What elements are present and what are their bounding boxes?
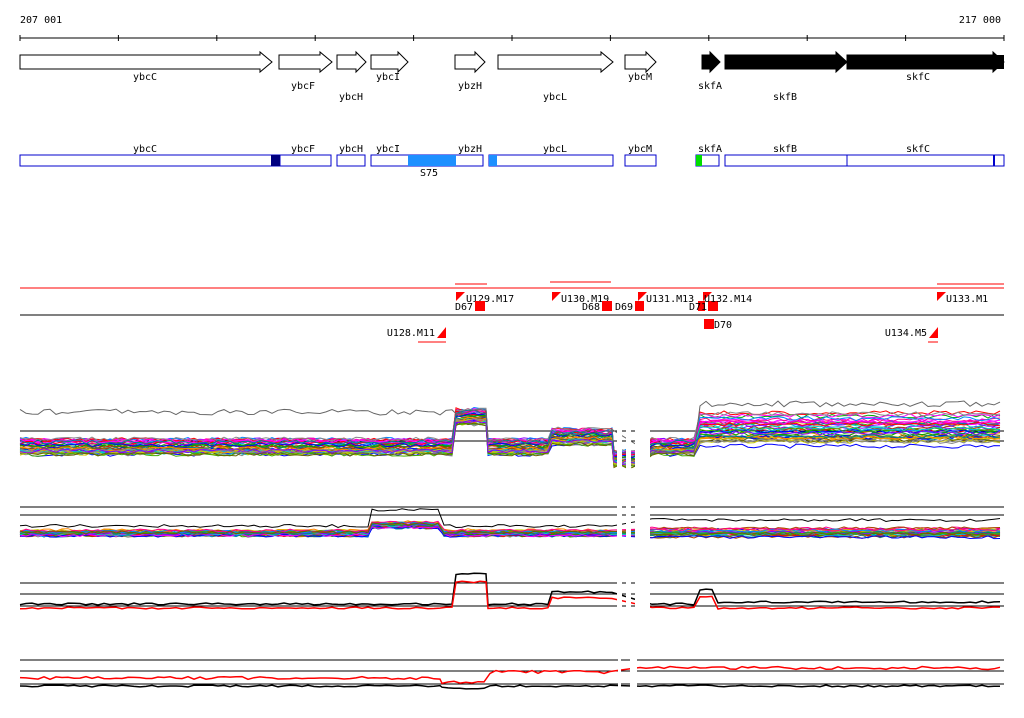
annotation-label-ybzH: ybzH bbox=[458, 144, 482, 155]
feature-label-D70: D70 bbox=[714, 320, 732, 331]
gene-label-ybcM: ybcM bbox=[628, 72, 652, 83]
gene-arrow-ybcL[interactable] bbox=[497, 50, 614, 74]
gene-label-ybcL: ybcL bbox=[543, 92, 567, 103]
annotation-label-ybcM: ybcM bbox=[628, 144, 652, 155]
feature-D69[interactable]: D69 bbox=[615, 301, 644, 313]
feature-U132-M14[interactable]: U132.M14 bbox=[703, 292, 752, 311]
ruler-ticks bbox=[19, 35, 1005, 41]
feature-D70[interactable]: D70 bbox=[704, 319, 732, 331]
gene-arrow-ybcI[interactable] bbox=[370, 50, 409, 74]
green-block bbox=[696, 155, 702, 166]
annotation-label-ybcI: ybcI bbox=[376, 144, 400, 155]
feature-label-D69: D69 bbox=[615, 302, 633, 313]
gene-label-skfB: skfB bbox=[773, 92, 797, 103]
feature-U128-M11[interactable]: U128.M11 bbox=[387, 327, 446, 339]
feature-U133-M1[interactable]: U133.M1 bbox=[937, 292, 988, 305]
gene-arrow-ybcH[interactable] bbox=[336, 50, 367, 74]
feature-label-U130-M19: U130.M19 bbox=[561, 294, 609, 305]
gene-label-ybcF: ybcF bbox=[291, 81, 315, 92]
feature-label-U129-M17: U129.M17 bbox=[466, 294, 514, 305]
feature-label-U134-M5: U134.M5 bbox=[885, 328, 927, 339]
feature-U134-M5[interactable]: U134.M5 bbox=[885, 327, 938, 339]
light-blue-block bbox=[489, 155, 497, 166]
annotation-box-ybcC[interactable] bbox=[19, 154, 332, 167]
annotation-label-ybcF: ybcF bbox=[291, 144, 315, 155]
signal-track-2 bbox=[19, 506, 1004, 540]
feature-label-U133-M1: U133.M1 bbox=[946, 294, 988, 305]
annotation-label-skfB: skfB bbox=[773, 144, 797, 155]
segment-block-s75[interactable] bbox=[408, 155, 456, 166]
gene-arrow-ybcF[interactable] bbox=[278, 50, 333, 74]
feature-label-U128-M11: U128.M11 bbox=[387, 328, 435, 339]
feature-label-D71: D71 bbox=[689, 302, 707, 313]
signal-track-4 bbox=[19, 659, 1004, 690]
annotation-label-skfA: skfA bbox=[698, 144, 722, 155]
annotation-label-ybcH: ybcH bbox=[339, 144, 363, 155]
gene-label-ybzH: ybzH bbox=[458, 81, 482, 92]
ruler-end-label: 217 000 bbox=[959, 15, 1001, 26]
gene-label-ybcH: ybcH bbox=[339, 92, 363, 103]
gene-track: ybcC ybcF ybcH ybcI ybzH ybcL ybcM skfA … bbox=[19, 50, 1005, 103]
annotation-label-ybcL: ybcL bbox=[543, 144, 567, 155]
gene-label-ybcC: ybcC bbox=[133, 72, 157, 83]
feature-track: U128.M11 U129.M17 D67 U130.M19 D68 D69 U… bbox=[20, 281, 1004, 343]
gene-arrow-skfA[interactable] bbox=[701, 50, 721, 74]
dark-blue-block bbox=[271, 155, 280, 166]
feature-D67[interactable]: D67 bbox=[455, 301, 485, 313]
annotation-label-ybcC: ybcC bbox=[133, 144, 157, 155]
annotation-box-ybcM[interactable] bbox=[624, 154, 657, 167]
gene-label-ybcI: ybcI bbox=[376, 72, 400, 83]
annotation-box-skfB-skfC[interactable] bbox=[724, 154, 1005, 167]
feature-label-U132-M14: U132.M14 bbox=[704, 294, 752, 305]
gene-arrow-ybcM[interactable] bbox=[624, 50, 657, 74]
feature-U131-M13[interactable]: U131.M13 bbox=[638, 292, 694, 305]
gene-label-skfC: skfC bbox=[906, 72, 930, 83]
signal-track-1 bbox=[19, 400, 1004, 469]
annotation-box-ybcL[interactable] bbox=[488, 154, 614, 167]
gene-label-skfA: skfA bbox=[698, 81, 722, 92]
gene-arrow-skfC[interactable] bbox=[846, 50, 1005, 74]
feature-U129-M17[interactable]: U129.M17 bbox=[456, 292, 514, 305]
gene-arrow-skfB[interactable] bbox=[724, 50, 848, 74]
segment-label-s75: S75 bbox=[420, 168, 438, 179]
feature-label-U131-M13: U131.M13 bbox=[646, 294, 694, 305]
coordinate-ruler: 207 001 217 000 bbox=[19, 15, 1005, 41]
feature-label-D68: D68 bbox=[582, 302, 600, 313]
annotation-box-ybcH[interactable] bbox=[336, 154, 366, 167]
signal-gaps bbox=[617, 395, 650, 695]
feature-label-D67: D67 bbox=[455, 302, 473, 313]
gene-arrow-ybcC[interactable] bbox=[19, 50, 273, 74]
feature-D71[interactable]: D71 bbox=[689, 301, 707, 313]
ruler-start-label: 207 001 bbox=[20, 15, 62, 26]
annotation-label-skfC: skfC bbox=[906, 144, 930, 155]
feature-D68[interactable]: D68 bbox=[582, 301, 612, 313]
annotation-track: ybcC ybcF ybcH ybcI ybzH S75 ybcL ybcM s… bbox=[19, 144, 1005, 179]
gene-arrow-ybzH[interactable] bbox=[454, 50, 486, 74]
feature-U130-M19[interactable]: U130.M19 bbox=[552, 292, 609, 305]
signal-track-3 bbox=[19, 572, 1004, 610]
